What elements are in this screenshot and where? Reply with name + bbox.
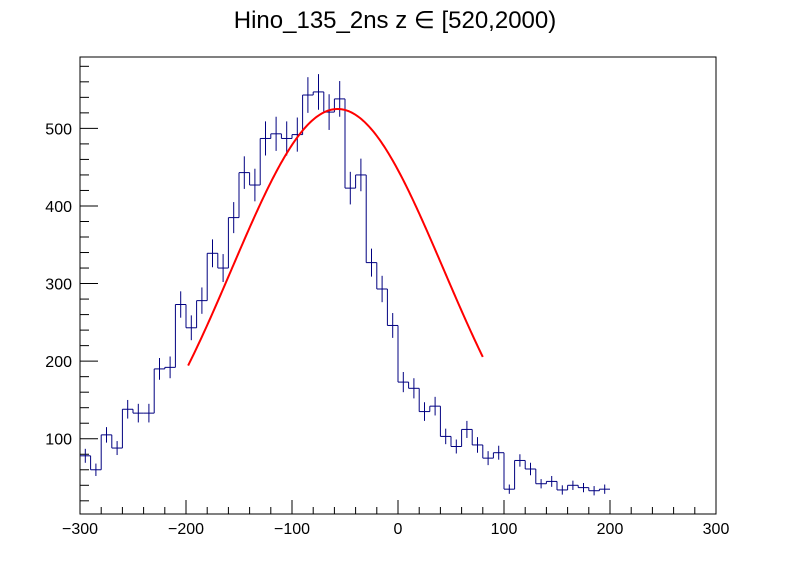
fit-curve bbox=[187, 107, 484, 367]
x-tick-label: 0 bbox=[394, 521, 403, 538]
x-tick-label: −100 bbox=[274, 521, 310, 538]
chart-title: Hino_135_2ns z ∈ [520,2000) bbox=[234, 7, 556, 34]
y-tick-label: 500 bbox=[45, 121, 72, 138]
x-tick-label: 100 bbox=[491, 521, 518, 538]
x-tick-label: 300 bbox=[703, 521, 730, 538]
y-tick-label: 400 bbox=[45, 199, 72, 216]
plot-frame bbox=[79, 56, 717, 515]
y-tick-label: 200 bbox=[45, 354, 72, 371]
y-tick-label: 300 bbox=[45, 277, 72, 294]
y-tick-label: 100 bbox=[45, 432, 72, 449]
y-axis: 100 200 300 400 500 bbox=[45, 65, 98, 502]
x-tick-label: −200 bbox=[168, 521, 204, 538]
histogram-series bbox=[80, 91, 610, 492]
x-axis: −300 −200 −100 0 100 200 300 bbox=[62, 500, 729, 538]
x-tick-label: −300 bbox=[62, 521, 98, 538]
error-bars bbox=[84, 74, 606, 496]
x-tick-label: 200 bbox=[597, 521, 624, 538]
